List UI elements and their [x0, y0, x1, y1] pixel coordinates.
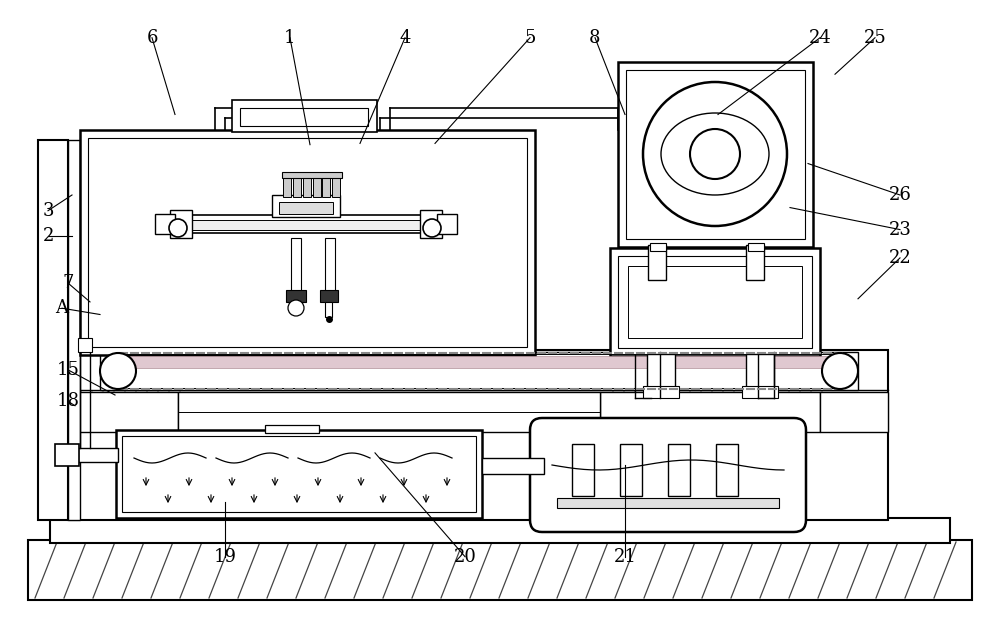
- Bar: [820, 392, 888, 432]
- Bar: [55, 444, 79, 466]
- Text: 7: 7: [62, 274, 74, 292]
- Text: 22: 22: [889, 249, 911, 267]
- Bar: [542, 430, 794, 520]
- Bar: [282, 172, 342, 178]
- Bar: [650, 243, 666, 251]
- Bar: [265, 425, 319, 433]
- Circle shape: [288, 300, 304, 316]
- Bar: [746, 354, 774, 390]
- Text: 1: 1: [284, 29, 296, 47]
- Bar: [303, 175, 311, 197]
- Bar: [232, 100, 377, 132]
- Bar: [170, 210, 192, 238]
- Bar: [118, 356, 840, 368]
- Circle shape: [643, 82, 787, 226]
- Bar: [746, 245, 764, 280]
- Text: 23: 23: [889, 221, 911, 238]
- Bar: [748, 243, 764, 251]
- Bar: [28, 540, 972, 600]
- Text: 20: 20: [454, 548, 476, 565]
- Circle shape: [100, 353, 136, 389]
- Text: 25: 25: [864, 29, 886, 47]
- Bar: [155, 214, 175, 234]
- Text: 6: 6: [146, 29, 158, 47]
- Bar: [643, 386, 679, 398]
- Bar: [272, 195, 340, 217]
- Bar: [293, 175, 301, 197]
- Bar: [313, 175, 321, 197]
- Bar: [68, 140, 80, 520]
- Circle shape: [169, 219, 187, 237]
- Bar: [185, 220, 427, 230]
- Bar: [100, 352, 858, 390]
- Text: 15: 15: [57, 361, 79, 379]
- Bar: [420, 210, 442, 238]
- Bar: [286, 290, 306, 302]
- Circle shape: [822, 353, 858, 389]
- Text: 4: 4: [399, 29, 411, 47]
- Ellipse shape: [661, 113, 769, 195]
- Bar: [68, 392, 178, 432]
- Text: 21: 21: [614, 548, 636, 565]
- Text: 2: 2: [42, 227, 54, 245]
- Bar: [320, 290, 338, 302]
- Text: A: A: [56, 299, 68, 317]
- Bar: [618, 62, 813, 247]
- Bar: [742, 386, 778, 398]
- Bar: [178, 215, 434, 233]
- Bar: [647, 354, 675, 390]
- Bar: [437, 214, 457, 234]
- Bar: [78, 448, 118, 462]
- Text: 8: 8: [589, 29, 601, 47]
- Text: 3: 3: [42, 202, 54, 220]
- Bar: [80, 130, 535, 355]
- Bar: [668, 444, 690, 496]
- Bar: [482, 458, 544, 474]
- Text: 26: 26: [889, 186, 911, 204]
- Bar: [600, 392, 820, 432]
- Bar: [610, 248, 820, 356]
- Bar: [547, 435, 789, 515]
- Bar: [648, 245, 666, 280]
- Bar: [332, 175, 340, 197]
- Bar: [68, 350, 888, 520]
- Text: 24: 24: [809, 29, 831, 47]
- Bar: [279, 202, 333, 214]
- Bar: [325, 238, 335, 293]
- FancyBboxPatch shape: [530, 418, 806, 532]
- Bar: [628, 266, 802, 338]
- Bar: [572, 444, 594, 496]
- Bar: [618, 256, 812, 348]
- Bar: [50, 518, 950, 543]
- Bar: [38, 140, 68, 520]
- Bar: [283, 175, 291, 197]
- Bar: [620, 444, 642, 496]
- Text: 5: 5: [524, 29, 536, 47]
- Bar: [626, 70, 805, 239]
- Bar: [322, 175, 330, 197]
- Bar: [716, 444, 738, 496]
- Bar: [88, 138, 527, 347]
- Bar: [178, 392, 600, 432]
- Bar: [240, 108, 368, 126]
- Bar: [78, 338, 92, 352]
- Bar: [557, 498, 779, 508]
- Bar: [116, 430, 482, 518]
- Bar: [122, 436, 476, 512]
- Bar: [291, 238, 301, 293]
- Text: 18: 18: [56, 392, 80, 410]
- Text: 19: 19: [214, 548, 237, 565]
- Circle shape: [690, 129, 740, 179]
- Circle shape: [423, 219, 441, 237]
- Bar: [325, 302, 332, 317]
